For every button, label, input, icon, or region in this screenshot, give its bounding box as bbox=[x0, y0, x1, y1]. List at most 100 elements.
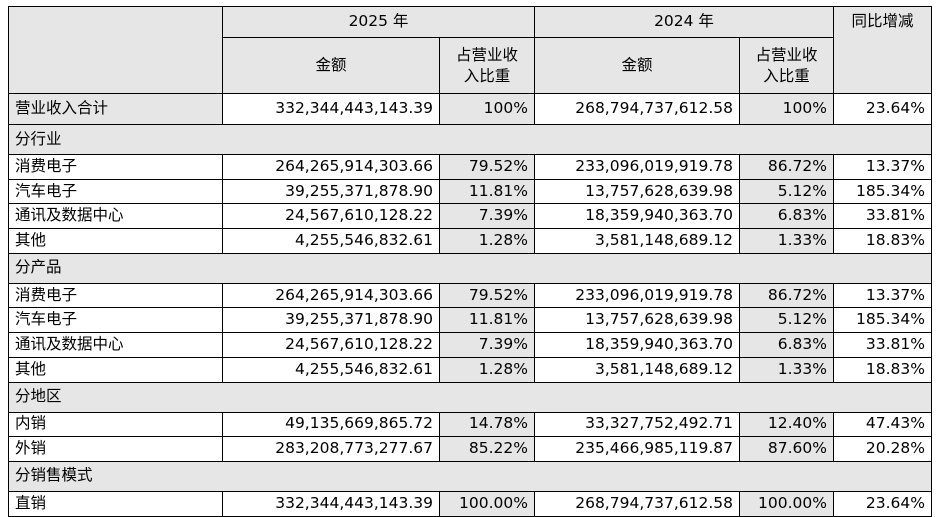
amount-2024-cell: 268,794,737,612.58 bbox=[534, 490, 740, 517]
table-row: 通讯及数据中心 24,567,610,128.22 7.39% 18,359,940,… bbox=[8, 332, 932, 358]
header-year-2025: 2025 年 bbox=[222, 6, 535, 38]
amount-2025-cell: 4,255,546,832.61 bbox=[222, 228, 440, 254]
share-2025-cell: 1.28% bbox=[439, 356, 535, 383]
amount-2024-cell: 235,466,985,119.87 bbox=[534, 436, 740, 462]
table-row: 其他 4,255,546,832.61 1.28% 3,581,148,689.12 1… bbox=[8, 228, 932, 254]
share-2024-cell: 86.72% bbox=[739, 154, 834, 180]
amount-2025-cell: 264,265,914,303.66 bbox=[222, 282, 440, 309]
section-header-row: 分行业 bbox=[8, 124, 932, 155]
total-share-2025: 100% bbox=[439, 93, 535, 125]
yoy-cell: 47.43% bbox=[833, 411, 932, 438]
amount-2024-cell: 3,581,148,689.12 bbox=[534, 356, 740, 383]
row-label: 直销 bbox=[8, 490, 223, 517]
total-revenue-row: 营业收入合计 332,344,443,143.39 100% 268,794,7… bbox=[8, 93, 932, 125]
row-label: 通讯及数据中心 bbox=[8, 332, 223, 358]
share-2025-cell: 85.22% bbox=[439, 436, 535, 462]
header-year-2024: 2024 年 bbox=[534, 6, 834, 38]
section-title: 分地区 bbox=[8, 381, 932, 413]
share-2024-cell: 87.60% bbox=[739, 436, 834, 462]
share-2024-cell: 100.00% bbox=[739, 490, 834, 517]
section-header-row: 分地区 bbox=[8, 381, 932, 413]
table-row: 直销 332,344,443,143.39 100.00% 268,794,737,6… bbox=[8, 490, 932, 517]
table-row: 消费电子 264,265,914,303.66 79.52% 233,096,019,… bbox=[8, 154, 932, 180]
header-row-columns: 金额 占营业收入比重 金额 占营业收入比重 bbox=[9, 37, 932, 94]
amount-2024-cell: 18,359,940,363.70 bbox=[534, 332, 740, 358]
table-row: 汽车电子 39,255,371,878.90 11.81% 13,757,628,63… bbox=[8, 307, 932, 334]
yoy-cell: 18.83% bbox=[833, 356, 932, 383]
share-2025-cell: 1.28% bbox=[439, 228, 535, 254]
share-2024-cell: 5.12% bbox=[739, 178, 834, 205]
share-2024-cell: 6.83% bbox=[739, 332, 834, 358]
total-label: 营业收入合计 bbox=[8, 93, 223, 125]
row-label: 消费电子 bbox=[8, 282, 223, 309]
header-share-2024: 占营业收入比重 bbox=[739, 37, 834, 94]
section-title: 分销售模式 bbox=[8, 460, 932, 492]
total-yoy: 23.64% bbox=[833, 93, 932, 125]
share-2025-cell: 7.39% bbox=[439, 203, 535, 230]
yoy-cell: 23.64% bbox=[833, 490, 932, 517]
header-share-2025: 占营业收入比重 bbox=[439, 37, 535, 94]
share-2025-cell: 7.39% bbox=[439, 332, 535, 358]
amount-2024-cell: 18,359,940,363.70 bbox=[534, 203, 740, 230]
table-row: 内销 49,135,669,865.72 14.78% 33,327,752,492.… bbox=[8, 411, 932, 438]
share-2025-cell: 11.81% bbox=[439, 307, 535, 334]
yoy-cell: 13.37% bbox=[833, 154, 932, 180]
row-label: 其他 bbox=[8, 228, 223, 254]
header-yoy-change: 同比增减 bbox=[833, 6, 932, 94]
header-amount-2024: 金额 bbox=[534, 37, 740, 94]
amount-2024-cell: 233,096,019,919.78 bbox=[534, 154, 740, 180]
yoy-cell: 18.83% bbox=[833, 228, 932, 254]
amount-2025-cell: 332,344,443,143.39 bbox=[222, 490, 440, 517]
amount-2024-cell: 33,327,752,492.71 bbox=[534, 411, 740, 438]
yoy-cell: 20.28% bbox=[833, 436, 932, 462]
share-2025-cell: 11.81% bbox=[439, 178, 535, 205]
share-2025-cell: 79.52% bbox=[439, 282, 535, 309]
table-row: 汽车电子 39,255,371,878.90 11.81% 13,757,628,63… bbox=[8, 178, 932, 205]
amount-2024-cell: 13,757,628,639.98 bbox=[534, 307, 740, 334]
row-label: 汽车电子 bbox=[8, 307, 223, 334]
section-title: 分产品 bbox=[8, 252, 932, 284]
table-row: 外销 283,208,773,277.67 85.22% 235,466,985,11… bbox=[8, 436, 932, 462]
amount-2025-cell: 4,255,546,832.61 bbox=[222, 356, 440, 383]
yoy-cell: 33.81% bbox=[833, 332, 932, 358]
row-label: 消费电子 bbox=[8, 154, 223, 180]
row-label: 汽车电子 bbox=[8, 178, 223, 205]
amount-2025-cell: 24,567,610,128.22 bbox=[222, 203, 440, 230]
table-row: 消费电子 264,265,914,303.66 79.52% 233,096,019,… bbox=[8, 282, 932, 309]
share-2025-cell: 14.78% bbox=[439, 411, 535, 438]
amount-2025-cell: 39,255,371,878.90 bbox=[222, 178, 440, 205]
total-share-2024: 100% bbox=[739, 93, 834, 125]
share-2024-cell: 1.33% bbox=[739, 356, 834, 383]
share-2024-cell: 6.83% bbox=[739, 203, 834, 230]
amount-2025-cell: 39,255,371,878.90 bbox=[222, 307, 440, 334]
header-row-years: 2025 年 2024 年 同比增减 bbox=[8, 6, 932, 94]
header-amount-2025: 金额 bbox=[222, 37, 440, 94]
revenue-breakdown-table: 2025 年 2024 年 同比增减 金额 占营业收入比重 金额 占营业收入比重… bbox=[8, 6, 932, 517]
row-label: 内销 bbox=[8, 411, 223, 438]
section-header-row: 分产品 bbox=[8, 252, 932, 284]
total-amount-2025: 332,344,443,143.39 bbox=[222, 93, 440, 125]
amount-2024-cell: 233,096,019,919.78 bbox=[534, 282, 740, 309]
amount-2025-cell: 49,135,669,865.72 bbox=[222, 411, 440, 438]
share-2024-cell: 12.40% bbox=[739, 411, 834, 438]
share-2024-cell: 5.12% bbox=[739, 307, 834, 334]
row-label: 其他 bbox=[8, 356, 223, 383]
yoy-cell: 33.81% bbox=[833, 203, 932, 230]
share-2024-cell: 1.33% bbox=[739, 228, 834, 254]
row-label: 外销 bbox=[8, 436, 223, 462]
table-header: 2025 年 2024 年 同比增减 金额 占营业收入比重 金额 占营业收入比重 bbox=[8, 6, 932, 94]
share-2025-cell: 79.52% bbox=[439, 154, 535, 180]
header-corner-cell bbox=[8, 6, 223, 94]
amount-2025-cell: 283,208,773,277.67 bbox=[222, 436, 440, 462]
share-2025-cell: 100.00% bbox=[439, 490, 535, 517]
total-amount-2024: 268,794,737,612.58 bbox=[534, 93, 740, 125]
table-row: 其他 4,255,546,832.61 1.28% 3,581,148,689.12 1… bbox=[8, 356, 932, 383]
row-label: 通讯及数据中心 bbox=[8, 203, 223, 230]
table-body: 营业收入合计 332,344,443,143.39 100% 268,794,7… bbox=[8, 93, 932, 517]
yoy-cell: 185.34% bbox=[833, 307, 932, 334]
amount-2025-cell: 24,567,610,128.22 bbox=[222, 332, 440, 358]
yoy-cell: 185.34% bbox=[833, 178, 932, 205]
section-title: 分行业 bbox=[8, 124, 932, 155]
table-row: 通讯及数据中心 24,567,610,128.22 7.39% 18,359,940,… bbox=[8, 203, 932, 230]
amount-2024-cell: 13,757,628,639.98 bbox=[534, 178, 740, 205]
